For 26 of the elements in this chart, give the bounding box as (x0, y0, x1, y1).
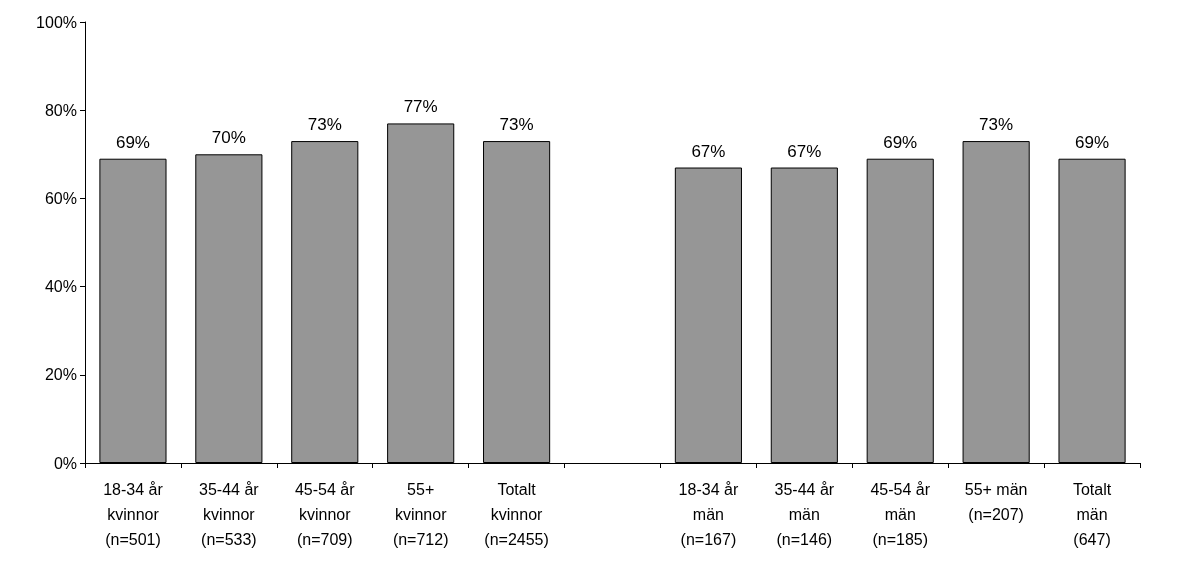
data-label: 67% (691, 141, 726, 161)
y-tick-label: 100% (36, 13, 77, 31)
x-tick-label: 45-54 år kvinnor (n=709) (294, 481, 356, 548)
x-tick-label: Totalt män (647) (1072, 481, 1112, 548)
data-label: 69% (883, 132, 918, 152)
x-tick-label: 55+ män (n=207) (964, 481, 1028, 523)
y-tick-label: 0% (53, 454, 77, 472)
x-tick-label: 35-44 år kvinnor (n=533) (199, 481, 260, 548)
y-tick-label: 40% (44, 278, 77, 296)
data-label: 77% (403, 97, 438, 117)
y-tick-label: 60% (44, 189, 77, 207)
data-label: 73% (499, 115, 534, 135)
y-tick-label: 80% (44, 101, 77, 119)
x-tick-label: 18-34 år män (n=167) (678, 481, 739, 548)
x-tick-label: 18-34 år kvinnor (n=501) (103, 481, 164, 548)
x-tick-label: 35-44 år män (n=146) (774, 481, 835, 548)
data-label: 67% (787, 141, 822, 161)
x-tick-label: 45-54 år män (n=185) (870, 481, 931, 548)
x-tick-label: 55+ kvinnor (n=712) (392, 481, 449, 548)
data-label: 69% (1075, 132, 1110, 152)
data-label: 69% (115, 132, 150, 152)
y-tick-label: 20% (44, 366, 77, 384)
x-tick-label: Totalt kvinnor (n=2455) (484, 481, 549, 548)
data-label: 73% (307, 115, 342, 135)
data-label: 70% (211, 128, 246, 148)
data-label: 73% (979, 115, 1014, 135)
